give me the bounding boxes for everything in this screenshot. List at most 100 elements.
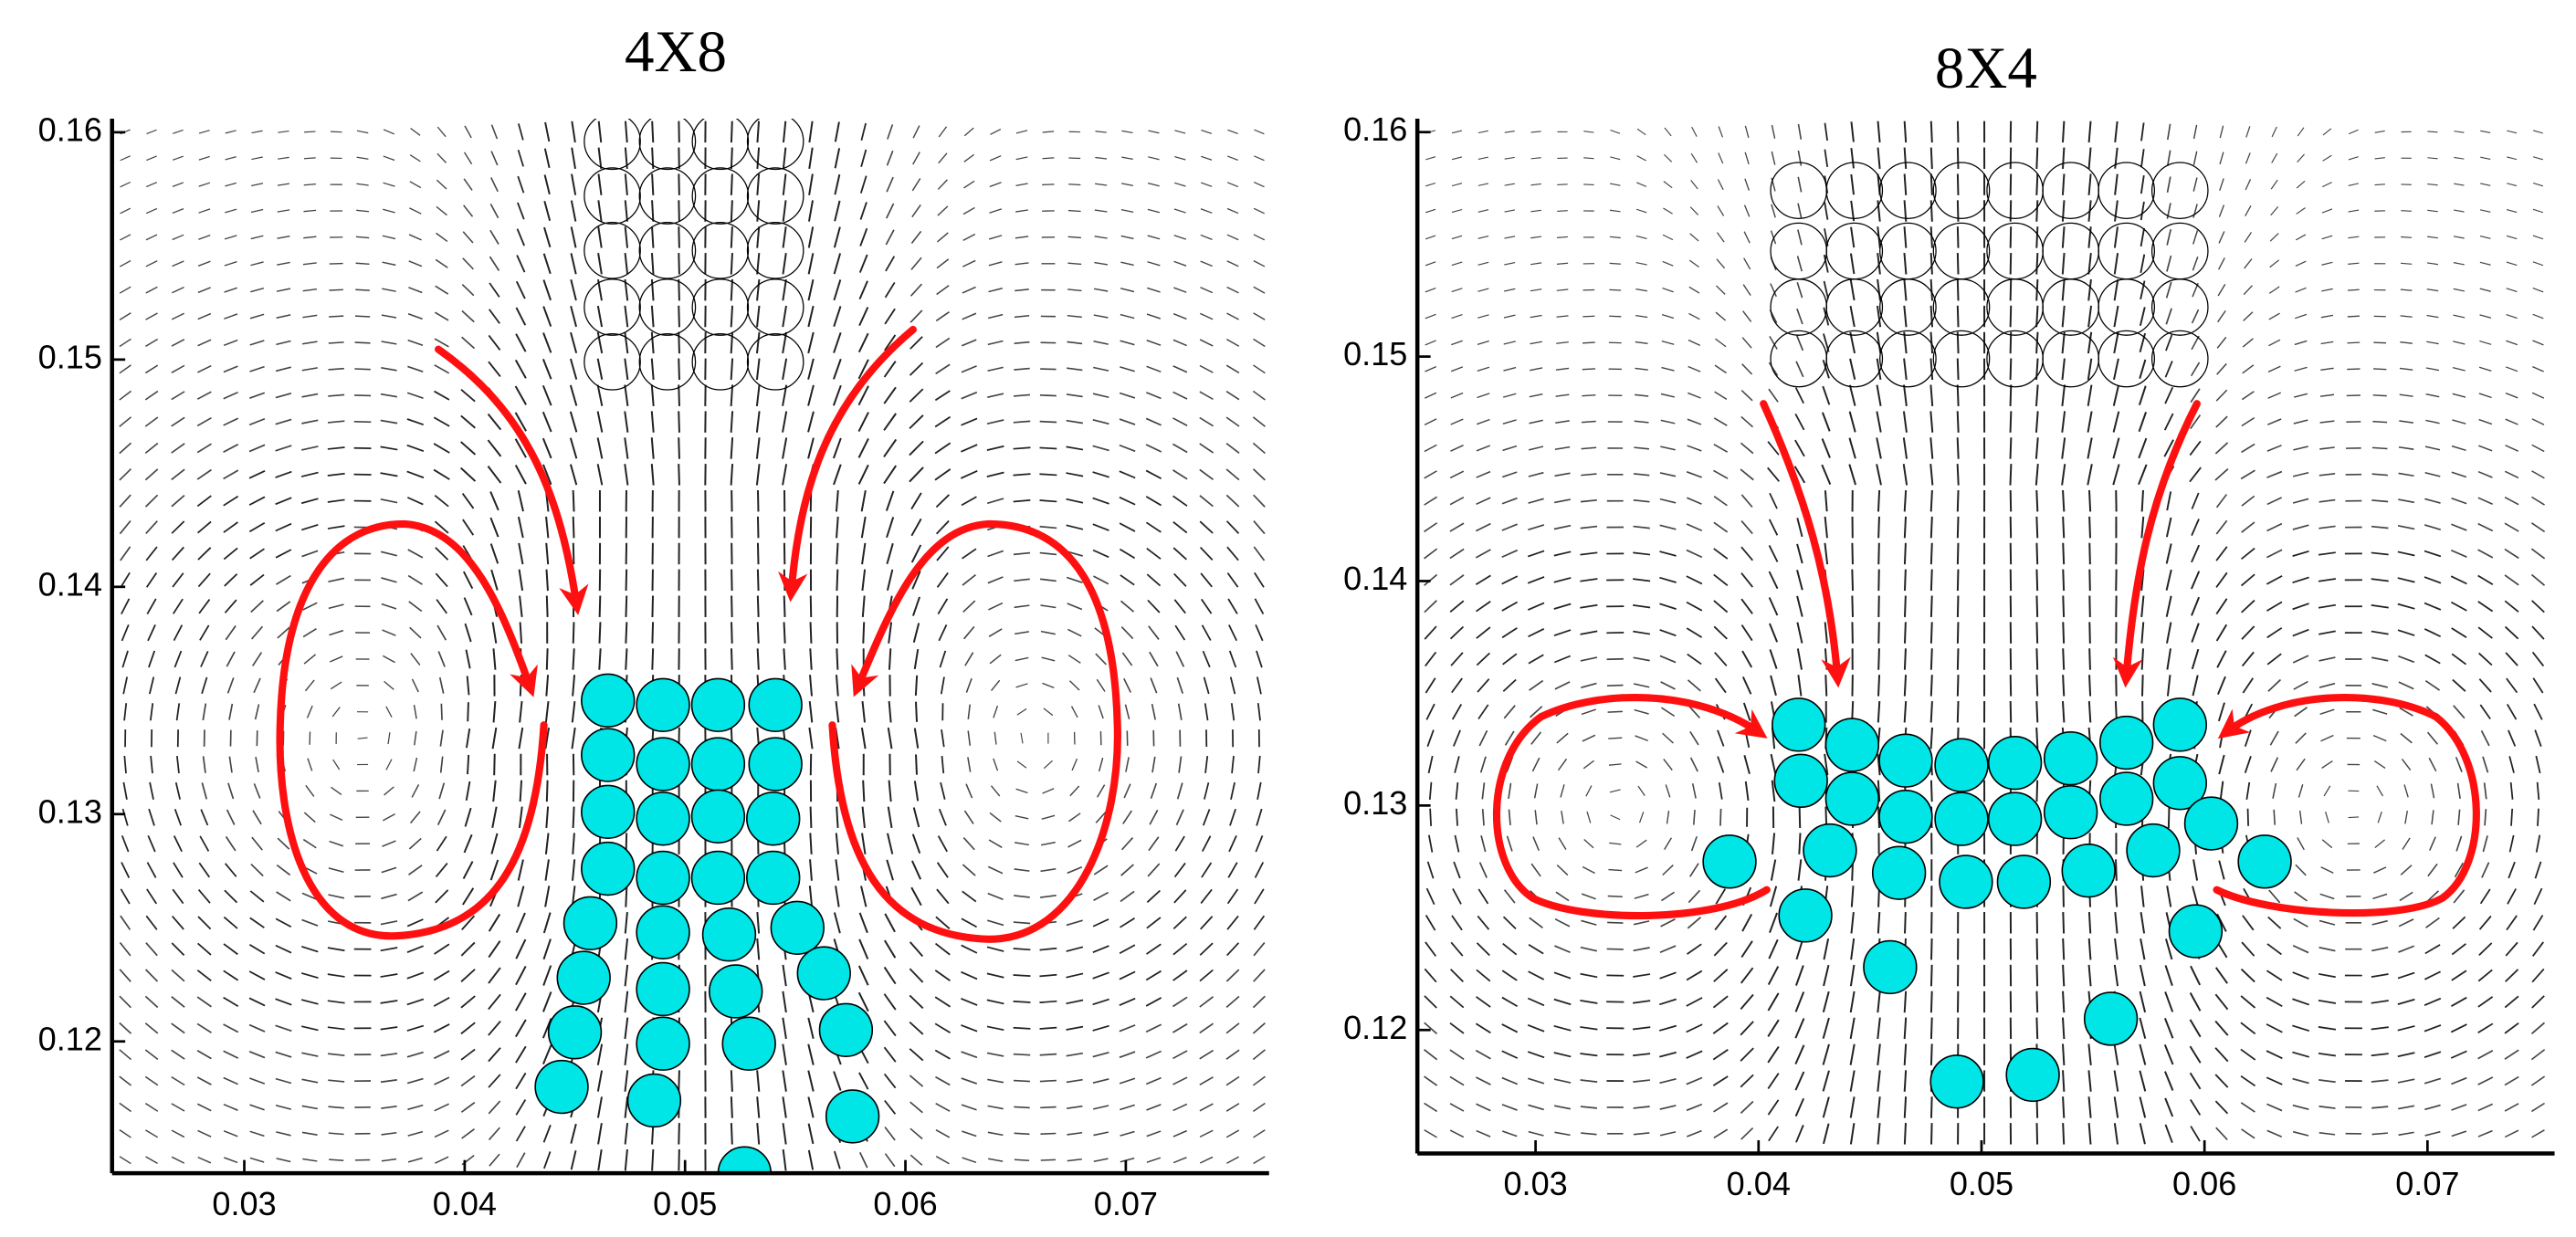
velocity-vector (2062, 964, 2066, 987)
velocity-vector (2241, 941, 2255, 957)
velocity-vector (1687, 943, 1702, 955)
velocity-vector (544, 859, 550, 881)
velocity-vector (2319, 420, 2335, 424)
velocity-vector (1039, 1026, 1057, 1030)
velocity-vector (121, 862, 131, 878)
velocity-vector (1199, 339, 1214, 347)
velocity-vector (833, 464, 842, 486)
velocity-vector (172, 572, 184, 588)
velocity-vector (226, 809, 236, 825)
velocity-vector (570, 279, 577, 301)
velocity-vector (807, 331, 815, 354)
particle (690, 850, 746, 906)
velocity-vector (2115, 859, 2118, 881)
velocity-vector (518, 727, 524, 750)
velocity-vector (1770, 859, 1777, 881)
velocity-vector (570, 331, 578, 354)
velocity-vector (1424, 1022, 1438, 1034)
velocity-vector (2214, 442, 2229, 455)
velocity-vector (730, 278, 733, 301)
velocity-vector (2217, 309, 2226, 323)
velocity-vector (223, 339, 238, 347)
velocity-vector (1256, 676, 1262, 695)
velocity-vector (1092, 971, 1109, 980)
velocity-vector (1504, 156, 1515, 160)
velocity-vector (858, 912, 868, 934)
velocity-vector (2293, 419, 2308, 425)
velocity-vector (515, 307, 527, 326)
velocity-vector (462, 861, 474, 879)
velocity-vector (1479, 756, 1487, 773)
velocity-vector (596, 358, 604, 381)
velocity-vector (755, 384, 761, 406)
velocity-vector (1529, 679, 1544, 691)
velocity-vector (2318, 1000, 2337, 1004)
initial-particle (2150, 162, 2209, 219)
velocity-vector (144, 390, 159, 401)
velocity-vector (2457, 809, 2461, 825)
velocity-vector (1553, 1078, 1572, 1084)
velocity-vector (171, 969, 185, 982)
velocity-vector (1530, 183, 1541, 186)
velocity-vector (2427, 157, 2438, 160)
velocity-vector (1043, 708, 1054, 717)
velocity-vector (198, 234, 211, 240)
velocity-vector (1929, 595, 1933, 617)
velocity-vector (936, 571, 949, 588)
velocity-vector (1227, 598, 1238, 614)
velocity-vector (962, 1130, 977, 1137)
velocity-vector (936, 258, 950, 269)
velocity-vector (1013, 1026, 1031, 1030)
velocity-vector (356, 183, 369, 186)
velocity-vector (1658, 1024, 1677, 1032)
velocity-vector (2266, 1103, 2283, 1112)
velocity-vector (1477, 130, 1488, 134)
velocity-vector (1173, 889, 1187, 904)
velocity-vector (2035, 226, 2039, 248)
velocity-vector (301, 1105, 319, 1110)
velocity-vector (2190, 1126, 2201, 1142)
velocity-vector (1796, 308, 1803, 325)
velocity-vector (2397, 1025, 2415, 1032)
velocity-vector (1120, 313, 1135, 320)
velocity-vector (544, 833, 550, 854)
velocity-vector (487, 413, 502, 431)
velocity-vector (2398, 472, 2414, 477)
velocity-vector (1633, 473, 1650, 477)
velocity-vector (987, 366, 1004, 372)
velocity-vector (1585, 785, 1593, 797)
velocity-vector (303, 209, 317, 213)
velocity-vector (1476, 470, 1491, 478)
velocity-vector (833, 1071, 842, 1091)
velocity-vector (2035, 1017, 2039, 1040)
velocity-vector (1688, 259, 1699, 267)
velocity-vector (987, 313, 1004, 320)
velocity-vector (1929, 780, 1933, 802)
velocity-vector (2398, 945, 2415, 953)
velocity-vector (1823, 254, 1829, 273)
velocity-vector (145, 260, 158, 267)
velocity-vector (1744, 125, 1750, 139)
velocity-vector (1120, 340, 1135, 346)
velocity-vector (1635, 866, 1648, 874)
velocity-vector (2165, 595, 2172, 617)
velocity-vector (1529, 393, 1543, 398)
velocity-vector (1956, 358, 1960, 381)
velocity-vector (1740, 546, 1753, 561)
x-tick-label: 0.06 (2172, 1165, 2236, 1202)
velocity-vector (542, 253, 552, 275)
velocity-vector (962, 1157, 977, 1164)
velocity-vector (1634, 446, 1650, 450)
velocity-vector (1662, 234, 1674, 241)
velocity-vector (833, 279, 842, 301)
velocity-vector (1146, 1130, 1162, 1137)
velocity-vector (1822, 1043, 1830, 1065)
velocity-vector (171, 1022, 185, 1034)
velocity-vector (909, 1154, 923, 1166)
velocity-vector (2088, 569, 2091, 592)
velocity-vector (624, 1123, 629, 1145)
velocity-vector (2266, 627, 2283, 639)
velocity-vector (1148, 625, 1160, 640)
velocity-vector (730, 121, 733, 143)
velocity-vector (596, 305, 604, 328)
